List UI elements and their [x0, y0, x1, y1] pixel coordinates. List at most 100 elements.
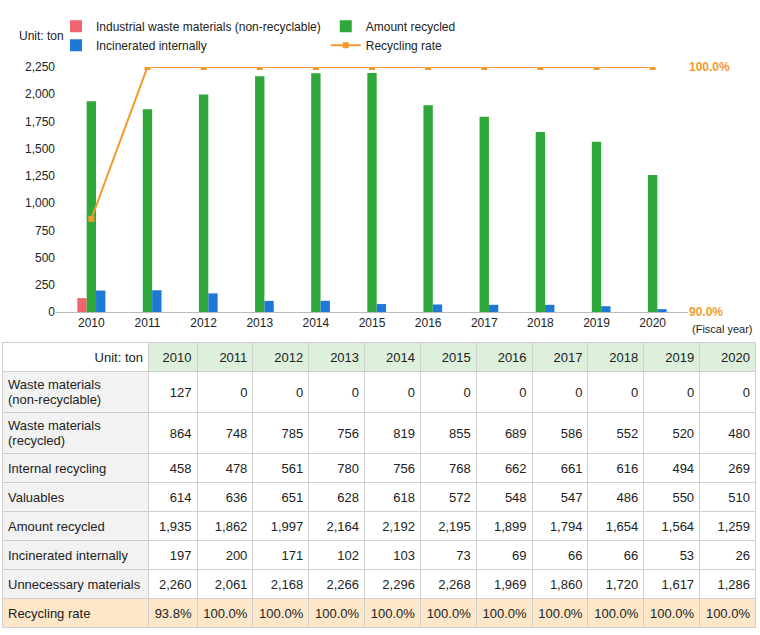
html-text:2019: 2019	[665, 349, 695, 365]
html-text:2016: 2016	[497, 349, 527, 365]
html-text:66: 66	[623, 547, 639, 563]
html-text:756: 756	[337, 425, 359, 441]
html-text:Incinerated internally: Incinerated internally	[8, 547, 128, 563]
svg-text:2,000: 2,000	[25, 87, 55, 101]
html-text:2011: 2011	[219, 349, 248, 365]
html-text:628: 628	[337, 489, 359, 505]
html-text:855: 855	[449, 425, 471, 441]
html-text:Amount recycled: Amount recycled	[8, 518, 105, 534]
svg-text:2013: 2013	[246, 316, 273, 330]
html-text:2,192: 2,192	[382, 518, 415, 534]
svg-text:90.0%: 90.0%	[689, 305, 723, 319]
svg-text:2015: 2015	[359, 316, 386, 330]
svg-text:2020: 2020	[639, 316, 666, 330]
html-text:547: 547	[560, 489, 583, 505]
html-text:Internal recycling: Internal recycling	[8, 460, 107, 476]
svg-text:2,250: 2,250	[25, 60, 55, 74]
svg-text:2018: 2018	[527, 316, 554, 330]
html-text:756: 756	[393, 460, 415, 476]
html-text:636: 636	[225, 489, 248, 505]
html-text:651: 651	[281, 489, 304, 505]
html-text:269: 269	[728, 460, 750, 476]
svg-text:Amount recycled: Amount recycled	[366, 20, 455, 34]
html-text:1,935: 1,935	[159, 518, 192, 534]
svg-text:2012: 2012	[190, 316, 217, 330]
svg-text:Recycling rate: Recycling rate	[366, 39, 442, 53]
html-text:494: 494	[672, 460, 695, 476]
html-text:127: 127	[169, 384, 192, 400]
html-text:2,164: 2,164	[326, 518, 359, 534]
svg-text:2016: 2016	[415, 316, 442, 330]
html-text:510: 510	[728, 489, 750, 505]
html-text:780: 780	[337, 460, 359, 476]
svg-text:1,000: 1,000	[25, 196, 55, 210]
html-text:Unit: ton: Unit: ton	[94, 349, 143, 365]
svg-text:500: 500	[35, 251, 55, 265]
svg-text:2011: 2011	[135, 316, 161, 330]
svg-text:1,750: 1,750	[25, 115, 55, 129]
html-text:200: 200	[225, 547, 248, 563]
html-text:2,195: 2,195	[438, 518, 471, 534]
html-text:2015: 2015	[441, 349, 471, 365]
svg-text:100.0%: 100.0%	[689, 60, 730, 74]
html-text:103: 103	[393, 547, 415, 563]
html-text:171: 171	[281, 547, 304, 563]
html-text:548: 548	[504, 489, 527, 505]
html-text:662: 662	[504, 460, 527, 476]
svg-text:250: 250	[35, 278, 55, 292]
html-text:53: 53	[679, 547, 695, 563]
html-text:552: 552	[616, 425, 639, 441]
svg-text:750: 750	[35, 224, 55, 238]
html-text:Unnecessary materials: Unnecessary materials	[8, 576, 141, 592]
svg-text:Incinerated internally: Incinerated internally	[96, 39, 207, 53]
html-text:1,259: 1,259	[717, 518, 750, 534]
html-text:785: 785	[281, 425, 304, 441]
svg-text:2014: 2014	[303, 316, 330, 330]
html-text:2,260: 2,260	[159, 576, 192, 592]
svg-text:Industrial waste materials (no: Industrial waste materials (non-recyclab…	[96, 20, 321, 34]
html-text:572: 572	[449, 489, 471, 505]
html-text:2017: 2017	[553, 349, 583, 365]
html-text:2020: 2020	[721, 349, 750, 365]
html-text:614: 614	[169, 489, 192, 505]
svg-text:0: 0	[48, 305, 55, 319]
html-text:1,997: 1,997	[270, 518, 304, 534]
html-text:2010: 2010	[162, 349, 192, 365]
html-text:618: 618	[393, 489, 415, 505]
html-text:550: 550	[672, 489, 695, 505]
html-text:2018: 2018	[609, 349, 639, 365]
html-text:689: 689	[504, 425, 527, 441]
svg-text:2019: 2019	[583, 316, 610, 330]
html-text:486: 486	[616, 489, 639, 505]
html-text:768: 768	[449, 460, 471, 476]
svg-text:(Fiscal year): (Fiscal year)	[692, 323, 753, 335]
html-text:1,794: 1,794	[549, 518, 583, 534]
html-text:520: 520	[672, 425, 695, 441]
html-text:Valuables: Valuables	[8, 489, 65, 505]
svg-text:2010: 2010	[78, 316, 105, 330]
html-text:478: 478	[225, 460, 248, 476]
html-text:102: 102	[337, 547, 359, 563]
html-text:2014: 2014	[386, 349, 415, 365]
html-text:2012: 2012	[274, 349, 304, 365]
html-text:2013: 2013	[330, 349, 359, 365]
svg-text:2017: 2017	[471, 316, 498, 330]
html-text:197: 197	[169, 547, 192, 563]
html-text:2,061: 2,061	[214, 576, 248, 592]
html-text:1,862: 1,862	[214, 518, 248, 534]
html-text:561: 561	[281, 460, 304, 476]
html-text:1,654: 1,654	[605, 518, 639, 534]
html-text:661: 661	[560, 460, 583, 476]
svg-text:Unit: ton: Unit: ton	[19, 29, 64, 43]
html-text:864: 864	[169, 425, 192, 441]
html-text:586: 586	[560, 425, 583, 441]
html-text:480: 480	[728, 425, 750, 441]
html-text:748: 748	[225, 425, 248, 441]
html-text:1,564: 1,564	[661, 518, 695, 534]
html-text:458: 458	[169, 460, 192, 476]
html-text:1,899: 1,899	[494, 518, 527, 534]
svg-text:1,250: 1,250	[25, 169, 55, 183]
svg-text:1,500: 1,500	[25, 142, 55, 156]
html-text:616: 616	[616, 460, 639, 476]
html-text:819: 819	[393, 425, 415, 441]
